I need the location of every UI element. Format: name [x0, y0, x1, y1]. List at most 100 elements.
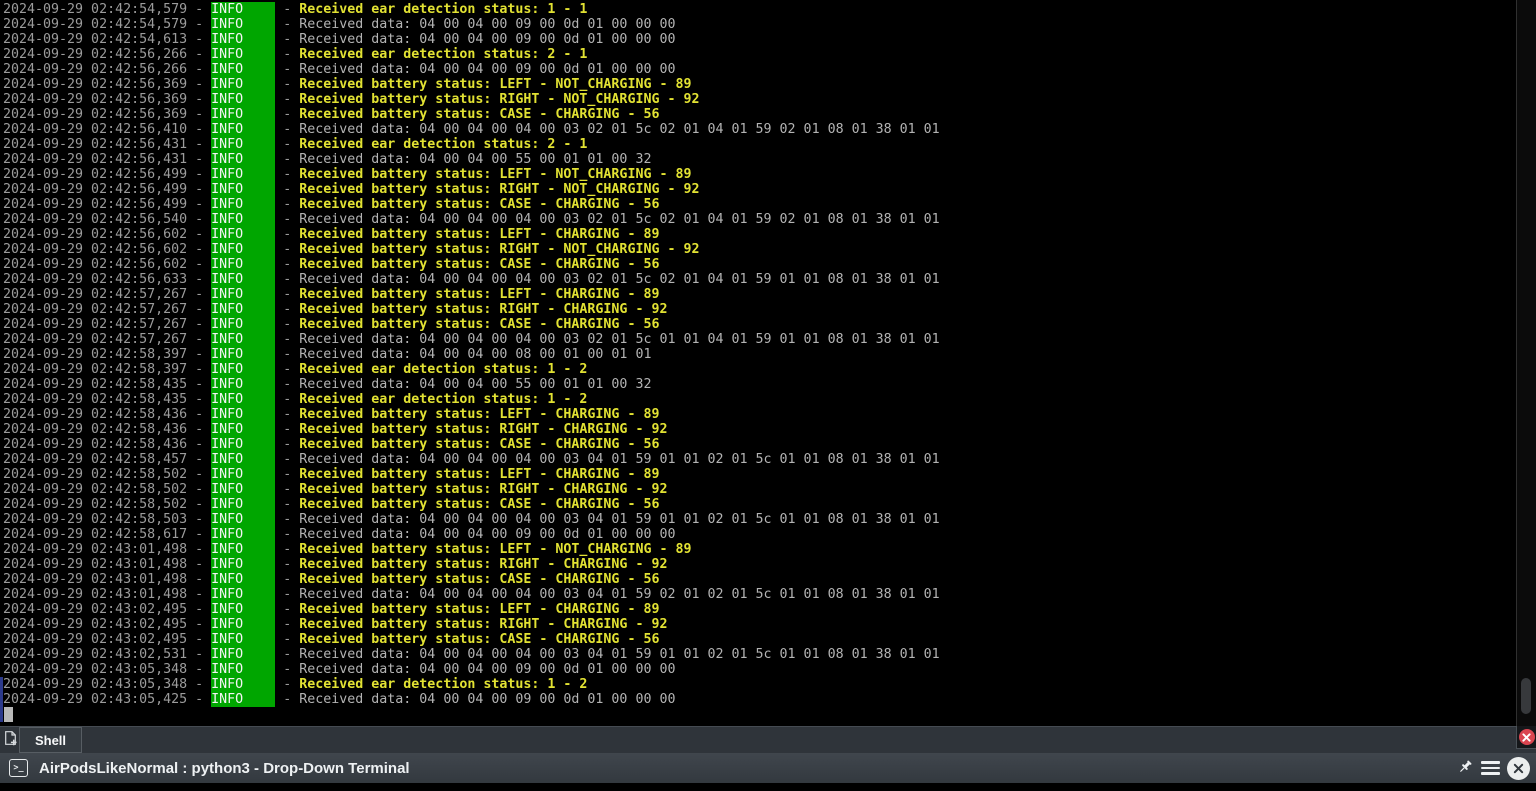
log-timestamp: 2024-09-29 02:42:57,267 - — [3, 287, 212, 302]
log-separator: - — [275, 122, 300, 137]
log-line: 2024-09-29 02:42:58,435 - INFO - Receive… — [3, 377, 1516, 392]
log-message: Received data: 04 00 04 00 55 00 01 01 0… — [299, 377, 652, 392]
log-separator: - — [275, 617, 300, 632]
log-level-badge: INFO — [211, 572, 276, 587]
log-timestamp: 2024-09-29 02:43:02,531 - — [3, 647, 212, 662]
log-timestamp: 2024-09-29 02:42:58,397 - — [3, 347, 212, 362]
log-line: 2024-09-29 02:42:56,499 - INFO - Receive… — [3, 182, 1516, 197]
log-level-badge: INFO — [211, 77, 276, 92]
log-separator: - — [275, 392, 300, 407]
log-level-badge: INFO — [211, 392, 276, 407]
log-message: Received battery status: RIGHT - NOT_CHA… — [299, 242, 700, 257]
log-separator: - — [275, 347, 300, 362]
log-message: Received ear detection status: 2 - 1 — [299, 47, 588, 62]
log-timestamp: 2024-09-29 02:42:56,410 - — [3, 122, 212, 137]
log-separator: - — [275, 407, 300, 422]
terminal-output[interactable]: 2024-09-29 02:42:54,579 - INFO - Receive… — [0, 0, 1516, 726]
log-message: Received data: 04 00 04 00 04 00 03 02 0… — [299, 332, 940, 347]
log-timestamp: 2024-09-29 02:42:56,431 - — [3, 152, 212, 167]
log-separator: - — [275, 677, 300, 692]
log-line: 2024-09-29 02:42:58,435 - INFO - Receive… — [3, 392, 1516, 407]
log-line: 2024-09-29 02:43:01,498 - INFO - Receive… — [3, 542, 1516, 557]
log-separator: - — [275, 62, 300, 77]
log-message: Received battery status: CASE - CHARGING… — [299, 317, 660, 332]
log-timestamp: 2024-09-29 02:42:56,369 - — [3, 107, 212, 122]
log-timestamp: 2024-09-29 02:42:56,499 - — [3, 167, 212, 182]
log-message: Received battery status: CASE - CHARGING… — [299, 107, 660, 122]
log-line: 2024-09-29 02:43:01,498 - INFO - Receive… — [3, 587, 1516, 602]
log-timestamp: 2024-09-29 02:42:56,540 - — [3, 212, 212, 227]
log-message: Received data: 04 00 04 00 09 00 0d 01 0… — [299, 527, 676, 542]
menu-button[interactable] — [1481, 761, 1500, 775]
log-separator: - — [275, 572, 300, 587]
log-separator: - — [275, 2, 300, 17]
log-message: Received ear detection status: 1 - 2 — [299, 362, 588, 377]
log-timestamp: 2024-09-29 02:42:58,397 - — [3, 362, 212, 377]
log-level-badge: INFO — [211, 512, 276, 527]
log-message: Received data: 04 00 04 00 04 00 03 04 0… — [299, 452, 940, 467]
log-level-badge: INFO — [211, 317, 276, 332]
close-session-button[interactable] — [1518, 729, 1535, 745]
log-level-badge: INFO — [211, 482, 276, 497]
log-line: 2024-09-29 02:42:58,457 - INFO - Receive… — [3, 452, 1516, 467]
log-timestamp: 2024-09-29 02:42:57,267 - — [3, 302, 212, 317]
log-level-badge: INFO — [211, 467, 276, 482]
log-level-badge: INFO — [211, 92, 276, 107]
scrollbar-track[interactable] — [1516, 0, 1536, 726]
log-line: 2024-09-29 02:42:56,369 - INFO - Receive… — [3, 77, 1516, 92]
log-timestamp: 2024-09-29 02:43:02,495 - — [3, 632, 212, 647]
log-line: 2024-09-29 02:42:56,266 - INFO - Receive… — [3, 47, 1516, 62]
log-level-badge: INFO — [211, 272, 276, 287]
log-message: Received ear detection status: 1 - 2 — [299, 677, 588, 692]
log-message: Received data: 04 00 04 00 09 00 0d 01 0… — [299, 17, 676, 32]
tab-shell[interactable]: Shell — [19, 727, 82, 753]
log-timestamp: 2024-09-29 02:42:58,435 - — [3, 377, 212, 392]
log-separator: - — [275, 197, 300, 212]
scrollbar-thumb[interactable] — [1521, 678, 1531, 714]
keep-open-pin-button[interactable] — [1456, 758, 1474, 779]
log-level-badge: INFO — [211, 497, 276, 512]
log-message: Received battery status: RIGHT - NOT_CHA… — [299, 182, 700, 197]
log-message: Received ear detection status: 1 - 1 — [299, 2, 588, 17]
log-message: Received battery status: CASE - CHARGING… — [299, 197, 660, 212]
log-message: Received ear detection status: 2 - 1 — [299, 137, 588, 152]
log-timestamp: 2024-09-29 02:42:56,266 - — [3, 62, 212, 77]
tab-label: Shell — [34, 732, 67, 748]
log-separator: - — [275, 272, 300, 287]
log-message: Received battery status: CASE - CHARGING… — [299, 257, 660, 272]
log-message: Received battery status: CASE - CHARGING… — [299, 497, 660, 512]
log-line: 2024-09-29 02:42:56,602 - INFO - Receive… — [3, 227, 1516, 242]
log-level-badge: INFO — [211, 452, 276, 467]
log-timestamp: 2024-09-29 02:42:54,613 - — [3, 32, 212, 47]
log-timestamp: 2024-09-29 02:42:57,267 - — [3, 317, 212, 332]
log-separator: - — [275, 437, 300, 452]
log-message: Received data: 04 00 04 00 08 00 01 00 0… — [299, 347, 652, 362]
log-separator: - — [275, 632, 300, 647]
log-message: Received battery status: LEFT - CHARGING… — [299, 407, 660, 422]
log-separator: - — [275, 152, 300, 167]
log-timestamp: 2024-09-29 02:43:05,348 - — [3, 662, 212, 677]
log-separator: - — [275, 302, 300, 317]
log-separator: - — [275, 587, 300, 602]
log-level-badge: INFO — [211, 47, 276, 62]
log-separator: - — [275, 242, 300, 257]
log-message: Received battery status: RIGHT - CHARGIN… — [299, 302, 668, 317]
log-timestamp: 2024-09-29 02:42:54,579 - — [3, 17, 212, 32]
log-timestamp: 2024-09-29 02:42:56,266 - — [3, 47, 212, 62]
log-line: 2024-09-29 02:42:58,397 - INFO - Receive… — [3, 362, 1516, 377]
log-message: Received battery status: RIGHT - CHARGIN… — [299, 557, 668, 572]
log-timestamp: 2024-09-29 02:43:01,498 - — [3, 572, 212, 587]
log-message: Received data: 04 00 04 00 09 00 0d 01 0… — [299, 32, 676, 47]
log-line: 2024-09-29 02:42:58,502 - INFO - Receive… — [3, 482, 1516, 497]
log-level-badge: INFO — [211, 332, 276, 347]
log-line: 2024-09-29 02:42:57,267 - INFO - Receive… — [3, 317, 1516, 332]
log-level-badge: INFO — [211, 17, 276, 32]
close-button[interactable] — [1507, 756, 1530, 780]
log-line: 2024-09-29 02:42:58,436 - INFO - Receive… — [3, 422, 1516, 437]
log-timestamp: 2024-09-29 02:42:58,503 - — [3, 512, 212, 527]
new-tab-button[interactable] — [2, 726, 19, 753]
log-level-badge: INFO — [211, 602, 276, 617]
log-message: Received battery status: LEFT - CHARGING… — [299, 467, 660, 482]
log-line: 2024-09-29 02:42:58,397 - INFO - Receive… — [3, 347, 1516, 362]
log-timestamp: 2024-09-29 02:42:56,499 - — [3, 182, 212, 197]
